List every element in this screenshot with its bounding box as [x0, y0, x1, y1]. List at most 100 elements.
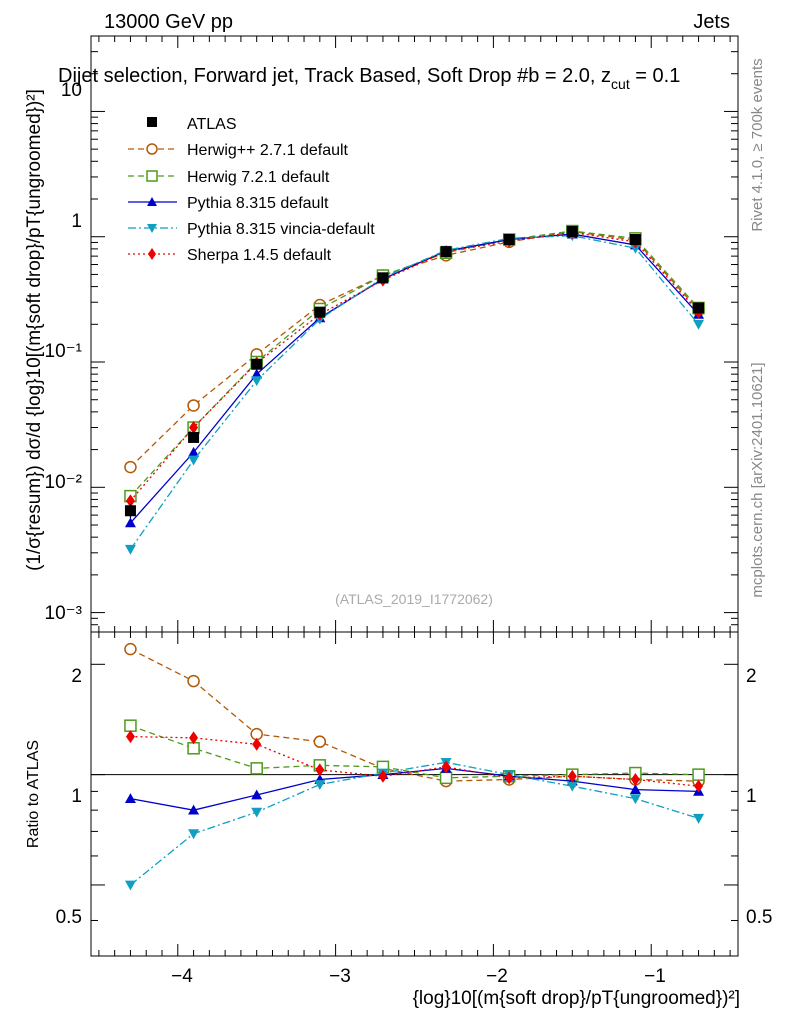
legend-label-herwigpp: Herwig++ 2.7.1 default	[187, 142, 349, 159]
ratio-point-pythia-8-315-default	[251, 789, 263, 800]
process-label: Jets	[693, 11, 730, 33]
ratio-point-sherpa-1-4-5-default	[378, 769, 388, 783]
legend-marker-sherpa	[148, 248, 156, 260]
ratio-point-pythia-8-315-vincia-default	[629, 794, 641, 805]
energy-label: 13000 GeV pp	[104, 11, 233, 33]
ratio-point-pythia-8-315-default	[188, 804, 200, 815]
legend-marker-atlas	[147, 117, 157, 127]
ratio-line-herwig-2-7-1-default	[130, 648, 699, 782]
y-tick-label: 0.5	[56, 907, 82, 928]
x-tick-label: −1	[644, 966, 666, 987]
atlas-data-point	[251, 358, 263, 370]
ratio-point-pythia-8-315-vincia-default	[124, 880, 136, 891]
analysis-watermark: (ATLAS_2019_I1772062)	[335, 591, 493, 607]
legend-label-herwig7: Herwig 7.2.1 default	[187, 169, 330, 186]
ratio-point-pythia-8-315-vincia-default	[693, 813, 705, 824]
legend-marker-vincia	[147, 224, 157, 233]
ratio-point-herwig-7-2-1-default	[692, 768, 705, 781]
y-tick-label: 10	[61, 80, 82, 101]
ratio-point-sherpa-1-4-5-default	[189, 731, 199, 745]
ratio-point-sherpa-1-4-5-default	[630, 772, 640, 786]
data-marks	[91, 224, 738, 891]
x-tick-label: −4	[171, 966, 193, 987]
ratio-point-herwig-7-2-1-default	[187, 742, 200, 755]
data-point-sherpa-1-4-5-default	[189, 421, 199, 435]
series-line-herwig-7-2-1-default	[129, 230, 700, 497]
x-tick-labels: −4 −3 −2 −1	[171, 966, 666, 987]
data-point-herwig-2-7-1-default	[187, 399, 200, 412]
ratio-y-axis-label: Ratio to ATLAS	[25, 740, 42, 848]
atlas-data-point	[693, 302, 705, 314]
ratio-point-pythia-8-315-vincia-default	[566, 781, 578, 792]
main-y-axis-label: (1/σ{resum}) dσ/d {log}10[(m{soft drop}/…	[24, 89, 45, 571]
y-tick-label: 2	[71, 666, 82, 687]
ratio-point-pythia-8-315-default	[629, 784, 641, 795]
ratio-line-pythia-8-315-vincia-default	[130, 761, 699, 886]
data-point-pythia-8-315-vincia-default	[124, 544, 136, 555]
y-tick-label: 10⁻³	[45, 603, 83, 624]
ratio-point-herwig-7-2-1-default	[439, 771, 453, 785]
data-point-pythia-8-315-default	[124, 517, 136, 528]
ratio-point-pythia-8-315-vincia-default	[188, 829, 200, 840]
ratio-point-herwig-2-7-1-default	[124, 642, 137, 656]
y-tick-label: 10⁻²	[45, 472, 83, 493]
data-point-pythia-8-315-default	[251, 368, 263, 379]
ratio-line-herwig-7-2-1-default	[130, 725, 699, 779]
series-line-pythia-8-315-default	[129, 233, 700, 524]
ratio-point-herwig-7-2-1-default	[250, 762, 263, 775]
ratio-point-sherpa-1-4-5-default	[315, 763, 325, 777]
ratio-point-herwig-7-2-1-default	[124, 719, 137, 732]
y-tick-label: 10⁻¹	[45, 341, 83, 362]
legend-label-vincia: Pythia 8.315 vincia-default	[187, 221, 375, 238]
legend-marker-herwig7	[146, 170, 158, 182]
mcplots-label: mcplots.cern.ch [arXiv:2401.10621]	[749, 362, 766, 597]
data-point-sherpa-1-4-5-default	[125, 494, 135, 508]
y-tick-label-right: 2	[746, 666, 757, 687]
ratio-point-sherpa-1-4-5-default	[567, 769, 577, 783]
legend-label-pythia: Pythia 8.315 default	[187, 195, 329, 212]
atlas-data-point	[629, 234, 641, 246]
series-line-sherpa-1-4-5-default	[129, 231, 700, 502]
y-tick-label-right: 0.5	[746, 907, 772, 928]
atlas-data-point	[440, 246, 452, 258]
data-point-pythia-8-315-vincia-default	[251, 376, 263, 387]
legend: ATLAS Herwig++ 2.7.1 default Herwig 7.2.…	[128, 116, 375, 264]
ratio-point-pythia-8-315-vincia-default	[251, 807, 263, 818]
series-line-pythia-8-315-vincia-default	[129, 234, 700, 550]
ratio-point-sherpa-1-4-5-default	[504, 771, 514, 785]
y-tick-label-right: 1	[746, 786, 757, 807]
legend-label-sherpa: Sherpa 1.4.5 default	[187, 247, 332, 264]
data-point-pythia-8-315-vincia-default	[188, 455, 200, 466]
atlas-data-point	[566, 226, 578, 238]
legend-marker-herwigpp	[146, 143, 158, 155]
y-tick-label: 1	[71, 786, 82, 807]
x-tick-label: −2	[486, 966, 508, 987]
atlas-data-point	[188, 431, 200, 443]
y-tick-label: 1	[71, 211, 82, 232]
atlas-data-point	[377, 272, 389, 284]
legend-label-atlas: ATLAS	[187, 116, 237, 133]
ratio-point-sherpa-1-4-5-default	[694, 779, 704, 793]
legend-marker-pythia	[147, 197, 157, 206]
ratio-point-pythia-8-315-vincia-default	[314, 780, 326, 790]
atlas-data-point	[314, 306, 326, 318]
ratio-point-sherpa-1-4-5-default	[252, 737, 262, 751]
plot-title: Dijet selection, Forward jet, Track Base…	[58, 65, 680, 92]
x-tick-label: −3	[329, 966, 351, 987]
ratio-point-herwig-2-7-1-default	[313, 735, 327, 748]
rivet-label: Rivet 4.1.0, ≥ 700k events	[749, 58, 766, 231]
ratio-point-sherpa-1-4-5-default	[125, 730, 135, 744]
x-axis-label: {log}10[(m{soft drop}/pT{ungroomed})²]	[413, 988, 740, 1009]
ratio-y-tick-labels: 0.5 1 2 0.5 1 2	[56, 666, 773, 928]
ratio-point-herwig-2-7-1-default	[187, 674, 200, 688]
data-point-pythia-8-315-default	[188, 446, 200, 457]
data-point-herwig-2-7-1-default	[124, 460, 137, 474]
data-point-pythia-8-315-vincia-default	[693, 319, 705, 330]
data-point-pythia-8-315-vincia-default	[629, 243, 641, 254]
axis-ticks	[91, 35, 738, 956]
main-y-tick-labels: 10⁻³ 10⁻² 10⁻¹ 1 10	[45, 80, 83, 624]
ratio-line-sherpa-1-4-5-default	[130, 735, 699, 787]
ratio-point-sherpa-1-4-5-default	[441, 760, 451, 774]
atlas-data-point	[503, 234, 515, 246]
